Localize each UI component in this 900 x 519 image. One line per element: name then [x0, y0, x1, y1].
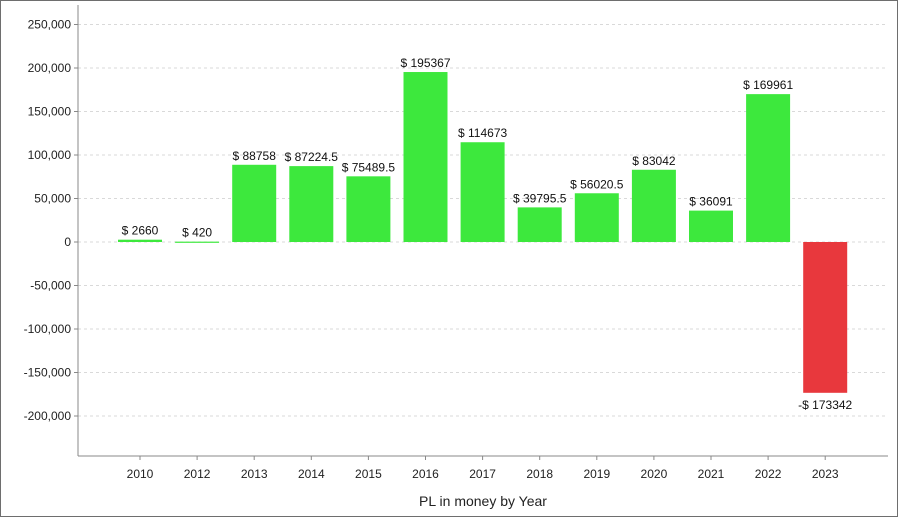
- bar-2020: [631, 169, 676, 242]
- y-tick-label: 100,000: [28, 148, 72, 162]
- x-tick-label: 2020: [641, 467, 668, 481]
- bar-2010: [118, 239, 162, 242]
- data-label-2013: $ 88758: [233, 149, 277, 163]
- x-tick-label: 2022: [755, 467, 782, 481]
- y-tick-label: -50,000: [30, 279, 71, 293]
- data-label-2022: $ 169961: [743, 78, 793, 92]
- y-tick-labels: 250,000 200,000 150,000 100,000 50,000 0 -50,0…: [24, 18, 78, 423]
- bar-2022: [746, 94, 791, 242]
- y-tick-label: -150,000: [24, 366, 72, 380]
- data-label-2016: $ 195367: [400, 56, 450, 70]
- data-label-2010: $ 2660: [122, 224, 159, 238]
- x-tick-label: 2016: [412, 467, 439, 481]
- y-tick-label: 50,000: [34, 192, 71, 206]
- bar-2016: [403, 72, 448, 243]
- x-tick-label: 2021: [698, 467, 725, 481]
- y-tick-label: -200,000: [24, 409, 72, 423]
- data-label-2018: $ 39795.5: [513, 191, 567, 205]
- data-label-2023: -$ 173342: [798, 398, 852, 412]
- x-tick-label: 2010: [127, 467, 154, 481]
- x-tick-label: 2015: [355, 467, 382, 481]
- x-tick-label: 2013: [241, 467, 268, 481]
- x-tick-label: 2018: [526, 467, 553, 481]
- data-label-2021: $ 36091: [689, 195, 733, 209]
- data-label-2015: $ 75489.5: [342, 160, 396, 174]
- x-tick-label: 2023: [812, 467, 839, 481]
- bar-2023: [803, 242, 848, 393]
- data-label-2020: $ 83042: [632, 154, 676, 168]
- x-tick-label: 2012: [184, 467, 211, 481]
- data-labels: $ 2660 $ 420 $ 88758 $ 87224.5$ 75489.5 $ 19…: [122, 56, 853, 412]
- x-axis-title: PL in money by Year: [419, 493, 547, 509]
- bar-2012: [175, 241, 220, 243]
- data-label-2012: $ 420: [182, 226, 212, 240]
- data-label-2019: $ 56020.5: [570, 177, 624, 191]
- x-tick-label: 2019: [583, 467, 610, 481]
- x-tick-labels: 2010 2012 2013 2014 2015 2016 2017 2018 2019 2020…: [127, 456, 839, 481]
- bar-2015: [346, 176, 391, 242]
- bar-2018: [517, 207, 562, 242]
- y-tick-label: 0: [64, 235, 71, 249]
- bar-2019: [574, 193, 619, 242]
- bar-2017: [460, 142, 505, 242]
- bar-2021: [689, 210, 733, 242]
- y-tick-label: -100,000: [24, 322, 72, 336]
- data-label-2017: $ 114673: [458, 126, 507, 140]
- x-tick-label: 2014: [298, 467, 325, 481]
- bar-2014: [289, 166, 334, 242]
- x-tick-label: 2017: [469, 467, 496, 481]
- data-label-2014: $ 87224.5: [285, 150, 339, 164]
- bar-2013: [232, 164, 277, 242]
- bars: [118, 72, 848, 393]
- y-tick-label: 200,000: [28, 61, 72, 75]
- y-tick-label: 150,000: [28, 105, 72, 119]
- y-tick-label: 250,000: [28, 18, 72, 32]
